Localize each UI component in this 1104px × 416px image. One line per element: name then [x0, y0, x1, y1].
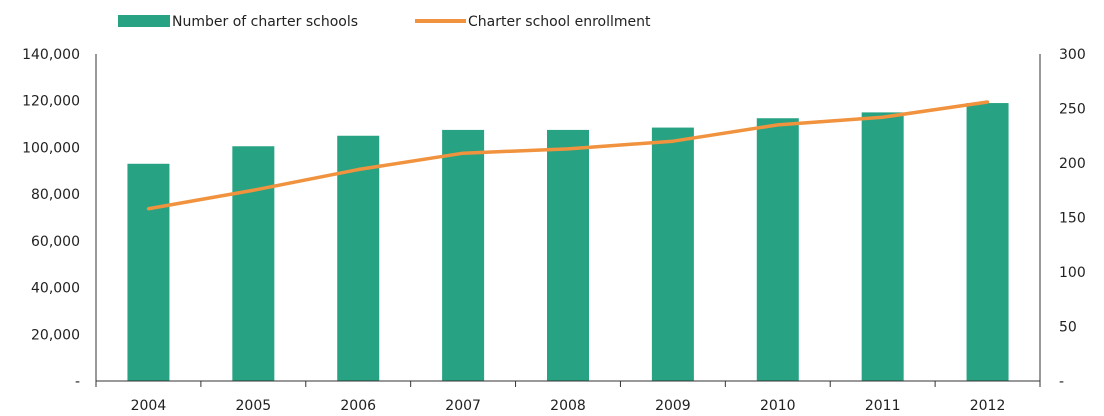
- left-tick-label: 80,000: [31, 187, 80, 203]
- left-tick-label: 60,000: [31, 234, 80, 250]
- legend-bar-swatch: [118, 15, 170, 27]
- axes: [95, 54, 1041, 387]
- legend-bar-label: Number of charter schools: [172, 14, 358, 30]
- x-tick-label: 2011: [865, 398, 901, 414]
- x-tick-label: 2005: [236, 398, 272, 414]
- bar: [861, 112, 904, 382]
- right-tick-label: 250: [1059, 102, 1086, 118]
- bar: [651, 127, 694, 381]
- x-tick-label: 2008: [550, 398, 586, 414]
- right-tick-label: 300: [1059, 47, 1086, 63]
- right-tick-label: 200: [1059, 156, 1086, 172]
- bar: [127, 163, 170, 381]
- enrollment-point: [985, 100, 990, 104]
- legend: Number of charter schools Charter school…: [118, 14, 651, 30]
- x-tick-label: 2010: [760, 398, 796, 414]
- legend-line-label: Charter school enrollment: [468, 14, 651, 30]
- enrollment-point: [461, 151, 465, 155]
- enrollment-point: [881, 115, 885, 119]
- left-tick-label: 100,000: [22, 140, 80, 156]
- line-series: [146, 100, 990, 211]
- enrollment-point: [776, 123, 780, 127]
- left-tick-label: -: [75, 374, 80, 390]
- x-tick-label: 2012: [970, 398, 1006, 414]
- bar: [966, 103, 1009, 382]
- x-tick-label: 2006: [340, 398, 376, 414]
- bar: [232, 146, 275, 381]
- right-axis-ticks: - 50 100 150 200 250 300: [1059, 47, 1086, 390]
- bar-series: [127, 103, 1009, 382]
- x-axis-labels: 2004 2005 2006 2007 2008 2009 2010 2011 2012: [131, 398, 1006, 414]
- right-tick-label: 150: [1059, 211, 1086, 227]
- left-tick-label: 120,000: [22, 94, 80, 110]
- enrollment-point: [146, 207, 151, 211]
- bar: [337, 135, 380, 381]
- x-tick-label: 2009: [655, 398, 691, 414]
- enrollment-point: [566, 147, 570, 151]
- enrollment-point: [356, 167, 360, 172]
- left-axis-ticks: - 20,000 40,000 60,000 80,000 100,000 120,000 1…: [22, 47, 80, 390]
- x-tick-label: 2004: [131, 398, 167, 414]
- left-tick-label: 40,000: [31, 281, 80, 297]
- right-tick-label: 50: [1059, 320, 1077, 336]
- left-tick-label: 140,000: [22, 47, 80, 63]
- bar: [756, 118, 799, 381]
- enrollment-point: [671, 139, 675, 143]
- left-tick-label: 20,000: [31, 327, 80, 343]
- right-tick-label: -: [1059, 374, 1064, 390]
- enrollment-point: [251, 188, 255, 192]
- bar: [442, 129, 485, 381]
- bar: [547, 129, 589, 381]
- x-tick-label: 2007: [445, 398, 481, 414]
- right-tick-label: 100: [1059, 265, 1086, 281]
